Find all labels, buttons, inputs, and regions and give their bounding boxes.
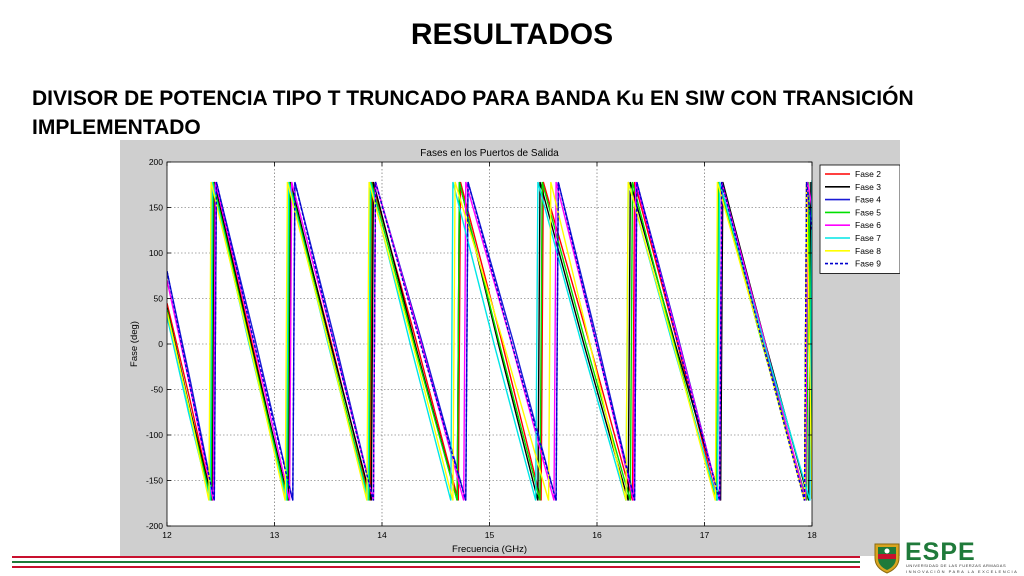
chart-panel: Fases en los Puertos de Salida 12 13 14 15 16…	[120, 140, 900, 556]
y-tick-label: -200	[146, 521, 163, 531]
legend-label: Fase 4	[855, 195, 881, 205]
legend-label: Fase 3	[855, 182, 881, 192]
y-tick-label: -100	[146, 430, 163, 440]
series-line-fase-8	[167, 181, 812, 501]
x-tick-label: 18	[807, 530, 817, 540]
legend-label: Fase 9	[855, 259, 881, 269]
phase-chart: Fases en los Puertos de Salida 12 13 14 15 16…	[129, 148, 900, 555]
legend-label: Fase 7	[855, 233, 881, 243]
legend-label: Fase 5	[855, 207, 881, 217]
y-tick-label: -150	[146, 476, 163, 486]
footer-bar-green	[12, 561, 860, 563]
y-tick-label: 200	[149, 157, 163, 167]
slide-title: RESULTADOS	[410, 18, 614, 51]
footer-bar-red	[12, 556, 860, 558]
espe-crest-icon	[874, 543, 900, 574]
legend-label: Fase 6	[855, 220, 881, 230]
y-tick-label: 150	[149, 203, 163, 213]
y-axis-label: Fase (deg)	[129, 321, 140, 367]
espe-logo: ESPE	[905, 538, 976, 567]
y-tick-label: 50	[154, 294, 164, 304]
espe-logo-subtext: UNIVERSIDAD DE LAS FUERZAS ARMADAS	[906, 563, 1007, 568]
x-tick-label: 13	[270, 530, 280, 540]
x-axis-label: Frecuencia (GHz)	[452, 544, 527, 555]
x-tick-label: 16	[592, 530, 602, 540]
legend-box	[819, 164, 900, 274]
plot-frame	[166, 161, 813, 527]
espe-logo-tagline: INNOVACIÓN PARA LA EXCELENCIA	[906, 569, 1019, 574]
x-tick-label: 15	[485, 530, 495, 540]
footer-bar-red-2	[12, 566, 860, 568]
chart-title: Fases en los Puertos de Salida	[420, 148, 559, 159]
espe-logo-text: ESPE	[905, 538, 976, 566]
x-tick-label: 12	[162, 530, 172, 540]
y-tick-label: -50	[151, 385, 164, 395]
legend-label: Fase 2	[855, 169, 881, 179]
y-tick-label: 0	[158, 339, 163, 349]
x-tick-label: 17	[700, 530, 710, 540]
y-tick-label: 100	[149, 248, 163, 258]
x-tick-label: 14	[377, 530, 387, 540]
slide-subtitle: DIVISOR DE POTENCIA TIPO T TRUNCADO PARA…	[32, 87, 914, 139]
legend-label: Fase 8	[855, 246, 881, 256]
